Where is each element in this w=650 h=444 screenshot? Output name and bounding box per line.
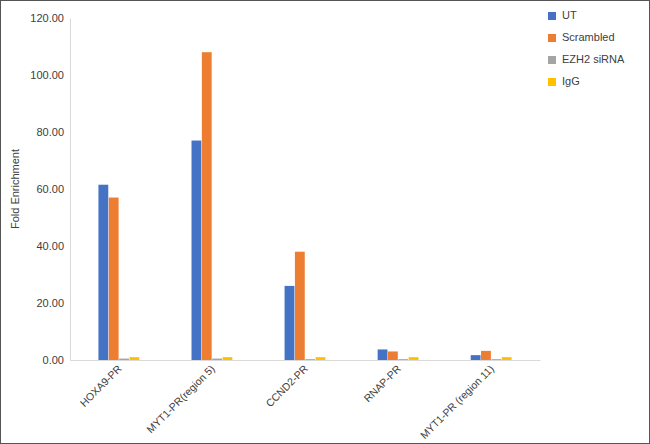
- legend-label: UT: [562, 9, 577, 21]
- y-tick-label: 40.00: [36, 240, 64, 252]
- x-tick-label: MYT1-PR(region 5): [144, 362, 217, 435]
- bar: [109, 198, 119, 360]
- x-tick-label: MYT1-PR (region 11): [418, 362, 496, 440]
- y-tick-label: 80.00: [36, 126, 64, 138]
- x-tick-label: RNAP-PR: [361, 362, 403, 404]
- legend: UT Scrambled EZH2 siRNA IgG: [548, 9, 625, 87]
- y-tick-label: 100.00: [30, 69, 64, 81]
- x-tick-label: HOXA9-PR: [77, 362, 124, 409]
- y-axis-title: Fold Enrichment: [9, 149, 21, 229]
- legend-swatch: [548, 78, 556, 86]
- bar: [316, 357, 326, 360]
- legend-label: IgG: [562, 75, 580, 87]
- bar: [295, 252, 305, 360]
- x-tick: RNAP-PR: [361, 362, 403, 404]
- legend-swatch: [548, 12, 556, 20]
- y-axis-line: [70, 19, 71, 361]
- bar: [129, 357, 139, 360]
- y-axis: 0.00 20.00 40.00 60.00 80.00 100.00 120.00: [30, 12, 70, 366]
- bar: [502, 357, 512, 360]
- x-tick: HOXA9-PR: [77, 362, 124, 409]
- legend-item: Scrambled: [548, 31, 615, 43]
- x-axis: HOXA9-PR MYT1-PR(region 5) CCND2-PR RNAP-PR…: [71, 361, 541, 441]
- y-tick-label: 60.00: [36, 183, 64, 195]
- bars: [98, 52, 511, 360]
- legend-label: Scrambled: [562, 31, 615, 43]
- y-tick: 100.00: [30, 69, 70, 81]
- legend-item: EZH2 siRNA: [548, 53, 625, 65]
- y-tick: 40.00: [36, 240, 70, 252]
- bar: [192, 141, 202, 360]
- legend-label: EZH2 siRNA: [562, 53, 625, 65]
- bar: [491, 359, 501, 360]
- x-tick: MYT1-PR (region 11): [418, 362, 496, 440]
- x-tick-label: CCND2-PR: [263, 362, 310, 409]
- y-tick: 20.00: [36, 297, 70, 309]
- legend-swatch: [548, 56, 556, 64]
- x-tick: CCND2-PR: [263, 362, 310, 409]
- bar-series: [129, 357, 511, 360]
- x-tick: MYT1-PR(region 5): [144, 362, 217, 435]
- bar: [202, 52, 212, 360]
- bar: [223, 357, 233, 360]
- bar-series: [98, 141, 480, 360]
- bar: [98, 185, 108, 360]
- y-tick: 120.00: [30, 12, 70, 24]
- bar: [481, 351, 491, 360]
- chart: 0.00 20.00 40.00 60.00 80.00 100.00 120.00 HOXA…: [0, 0, 650, 444]
- y-tick: 80.00: [36, 126, 70, 138]
- bar: [471, 355, 481, 360]
- bar: [388, 351, 398, 360]
- bar-series: [119, 359, 501, 360]
- legend-item: UT: [548, 9, 577, 21]
- bar-series: [109, 52, 491, 360]
- bar: [305, 359, 315, 360]
- chart-frame: [1, 1, 650, 444]
- bar: [212, 359, 222, 360]
- legend-item: IgG: [548, 75, 580, 87]
- y-tick-label: 20.00: [36, 297, 64, 309]
- bar: [409, 357, 419, 360]
- bar: [398, 359, 408, 360]
- y-tick-label: 120.00: [30, 12, 64, 24]
- bar: [285, 286, 295, 360]
- bar: [378, 349, 388, 360]
- y-tick: 60.00: [36, 183, 70, 195]
- y-tick-label: 0.00: [43, 354, 64, 366]
- plot: 0.00 20.00 40.00 60.00 80.00 100.00 120.00 HOXA…: [30, 12, 540, 441]
- x-axis-line: [71, 360, 541, 361]
- legend-swatch: [548, 34, 556, 42]
- bar: [119, 359, 129, 360]
- y-tick: 0.00: [43, 354, 70, 366]
